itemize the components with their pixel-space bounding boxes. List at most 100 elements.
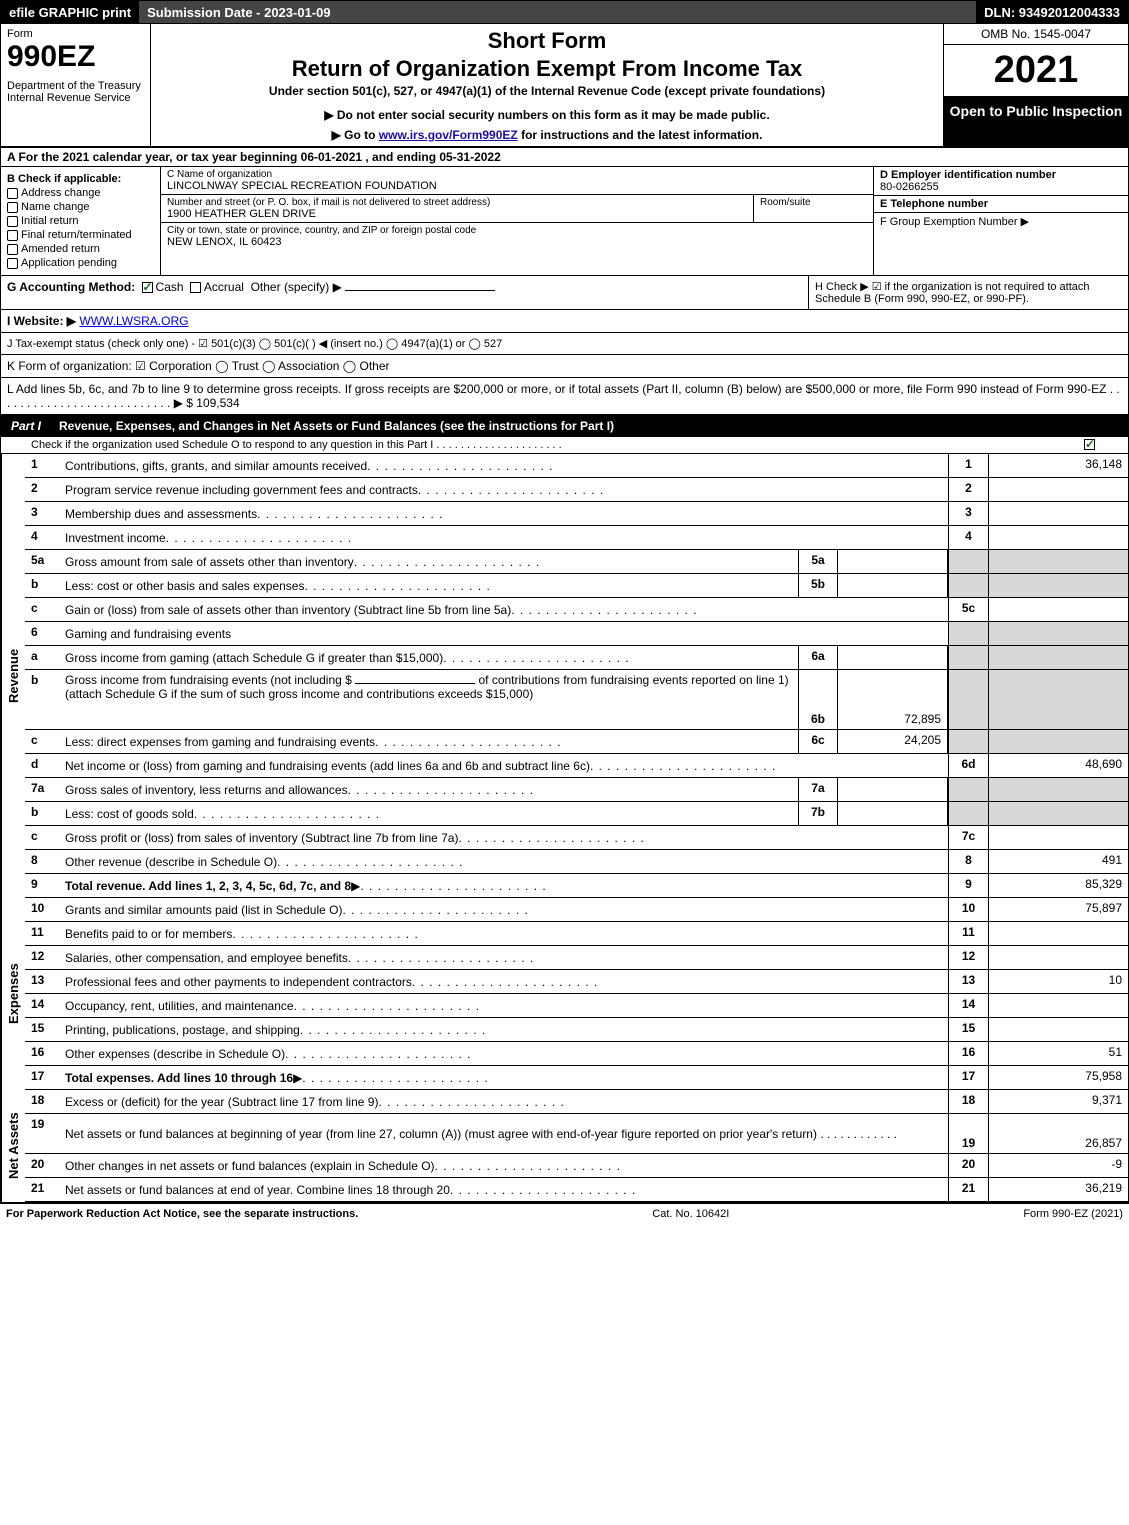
expenses-grid: Expenses 10Grants and similar amounts pa… xyxy=(0,898,1129,1090)
city-cell: City or town, state or province, country… xyxy=(161,223,873,250)
chk-accrual[interactable] xyxy=(190,282,201,293)
line-rval: 9,371 xyxy=(988,1090,1128,1113)
line-rval xyxy=(988,994,1128,1017)
line-c: cGross profit or (loss) from sales of in… xyxy=(25,826,1128,850)
addr-cell: Number and street (or P. O. box, if mail… xyxy=(161,195,753,222)
donot-enter: ▶ Do not enter social security numbers o… xyxy=(157,108,937,122)
ein-label: D Employer identification number xyxy=(880,169,1122,181)
line-desc: Benefits paid to or for members xyxy=(61,922,948,945)
goto-link[interactable]: www.irs.gov/Form990EZ xyxy=(379,128,518,142)
line-desc: Gross income from gaming (attach Schedul… xyxy=(61,646,798,669)
chk-final[interactable]: Final return/terminated xyxy=(7,229,154,241)
line-desc: Net assets or fund balances at beginning… xyxy=(61,1114,948,1153)
line-rcol: 12 xyxy=(948,946,988,969)
line-num: 13 xyxy=(25,970,61,993)
chk-initial[interactable]: Initial return xyxy=(7,215,154,227)
line-midcol: 5b xyxy=(798,574,838,597)
line-num: 3 xyxy=(25,502,61,525)
header-left: Form 990EZ Department of the Treasury In… xyxy=(1,24,151,146)
line-desc: Other expenses (describe in Schedule O) xyxy=(61,1042,948,1065)
line-rcol: 16 xyxy=(948,1042,988,1065)
form-header: Form 990EZ Department of the Treasury In… xyxy=(0,24,1129,148)
line-rval: -9 xyxy=(988,1154,1128,1177)
line-10: 10Grants and similar amounts paid (list … xyxy=(25,898,1128,922)
line-rval: 75,897 xyxy=(988,898,1128,921)
line-rval: 48,690 xyxy=(988,754,1128,777)
line-rcol xyxy=(948,670,988,729)
website-link[interactable]: WWW.LWSRA.ORG xyxy=(79,314,188,328)
chk-amended[interactable]: Amended return xyxy=(7,243,154,255)
line-rval xyxy=(988,550,1128,573)
line-rval xyxy=(988,526,1128,549)
line-num: 16 xyxy=(25,1042,61,1065)
line-rcol: 17 xyxy=(948,1066,988,1089)
chk-pending[interactable]: Application pending xyxy=(7,257,154,269)
line-num: c xyxy=(25,598,61,621)
line-num: c xyxy=(25,730,61,753)
section-bcdef: B Check if applicable: Address change Na… xyxy=(0,167,1129,276)
chk-address[interactable]: Address change xyxy=(7,187,154,199)
line-12: 12Salaries, other compensation, and empl… xyxy=(25,946,1128,970)
line-desc: Salaries, other compensation, and employ… xyxy=(61,946,948,969)
line-num: 10 xyxy=(25,898,61,921)
line-num: 2 xyxy=(25,478,61,501)
line-2: 2Program service revenue including gover… xyxy=(25,478,1128,502)
line-desc: Grants and similar amounts paid (list in… xyxy=(61,898,948,921)
line-midcol: 6a xyxy=(798,646,838,669)
page-footer: For Paperwork Reduction Act Notice, see … xyxy=(0,1204,1129,1224)
part-i-title: Revenue, Expenses, and Changes in Net As… xyxy=(51,415,1128,437)
efile-label[interactable]: efile GRAPHIC print xyxy=(1,1,139,23)
line-rval: 26,857 xyxy=(988,1114,1128,1153)
chk-name[interactable]: Name change xyxy=(7,201,154,213)
side-revenue: Revenue xyxy=(1,454,25,898)
line-rval xyxy=(988,502,1128,525)
line-d: dNet income or (loss) from gaming and fu… xyxy=(25,754,1128,778)
line-desc: Occupancy, rent, utilities, and maintena… xyxy=(61,994,948,1017)
line-rcol: 15 xyxy=(948,1018,988,1041)
line-desc: Less: cost of goods sold xyxy=(61,802,798,825)
line-desc: Gaming and fundraising events xyxy=(61,622,948,645)
return-title: Return of Organization Exempt From Incom… xyxy=(157,56,937,82)
line-11: 11Benefits paid to or for members11 xyxy=(25,922,1128,946)
line-rcol: 10 xyxy=(948,898,988,921)
line-desc: Gain or (loss) from sale of assets other… xyxy=(61,598,948,621)
line-midval: 72,895 xyxy=(838,670,948,729)
header-center: Short Form Return of Organization Exempt… xyxy=(151,24,943,146)
line-6b: bGross income from fundraising events (n… xyxy=(25,670,1128,730)
line-num: 20 xyxy=(25,1154,61,1177)
line-desc: Net assets or fund balances at end of ye… xyxy=(61,1178,948,1201)
side-expenses: Expenses xyxy=(1,898,25,1090)
tel-label: E Telephone number xyxy=(880,198,1122,210)
line-7a: 7aGross sales of inventory, less returns… xyxy=(25,778,1128,802)
part-i-sub-text: Check if the organization used Schedule … xyxy=(31,439,562,451)
chk-cash[interactable] xyxy=(142,282,153,293)
line-rcol xyxy=(948,730,988,753)
line-midcol: 6c xyxy=(798,730,838,753)
line-num: 11 xyxy=(25,922,61,945)
ein-cell: D Employer identification number 80-0266… xyxy=(874,167,1128,196)
line-rcol: 19 xyxy=(948,1114,988,1153)
line-rcol: 11 xyxy=(948,922,988,945)
line-num: 7a xyxy=(25,778,61,801)
line-desc: Program service revenue including govern… xyxy=(61,478,948,501)
line-rcol: 13 xyxy=(948,970,988,993)
line-c: cLess: direct expenses from gaming and f… xyxy=(25,730,1128,754)
under-section: Under section 501(c), 527, or 4947(a)(1)… xyxy=(157,84,937,98)
netassets-grid: Net Assets 18Excess or (deficit) for the… xyxy=(0,1090,1129,1204)
dln: DLN: 93492012004333 xyxy=(976,1,1128,23)
line-num: 12 xyxy=(25,946,61,969)
line-rval xyxy=(988,574,1128,597)
line-18: 18Excess or (deficit) for the year (Subt… xyxy=(25,1090,1128,1114)
chk-schedule-o[interactable] xyxy=(1084,439,1095,450)
line-c: cGain or (loss) from sale of assets othe… xyxy=(25,598,1128,622)
grp-label: F Group Exemption Number ▶ xyxy=(880,215,1122,228)
line-rcol xyxy=(948,778,988,801)
line-rcol: 6d xyxy=(948,754,988,777)
ein-val: 80-0266255 xyxy=(880,181,1122,193)
part-i-header: Part I Revenue, Expenses, and Changes in… xyxy=(0,415,1129,437)
line-rval xyxy=(988,730,1128,753)
line-rval: 75,958 xyxy=(988,1066,1128,1089)
line-desc: Less: direct expenses from gaming and fu… xyxy=(61,730,798,753)
line-13: 13Professional fees and other payments t… xyxy=(25,970,1128,994)
line-rval xyxy=(988,598,1128,621)
